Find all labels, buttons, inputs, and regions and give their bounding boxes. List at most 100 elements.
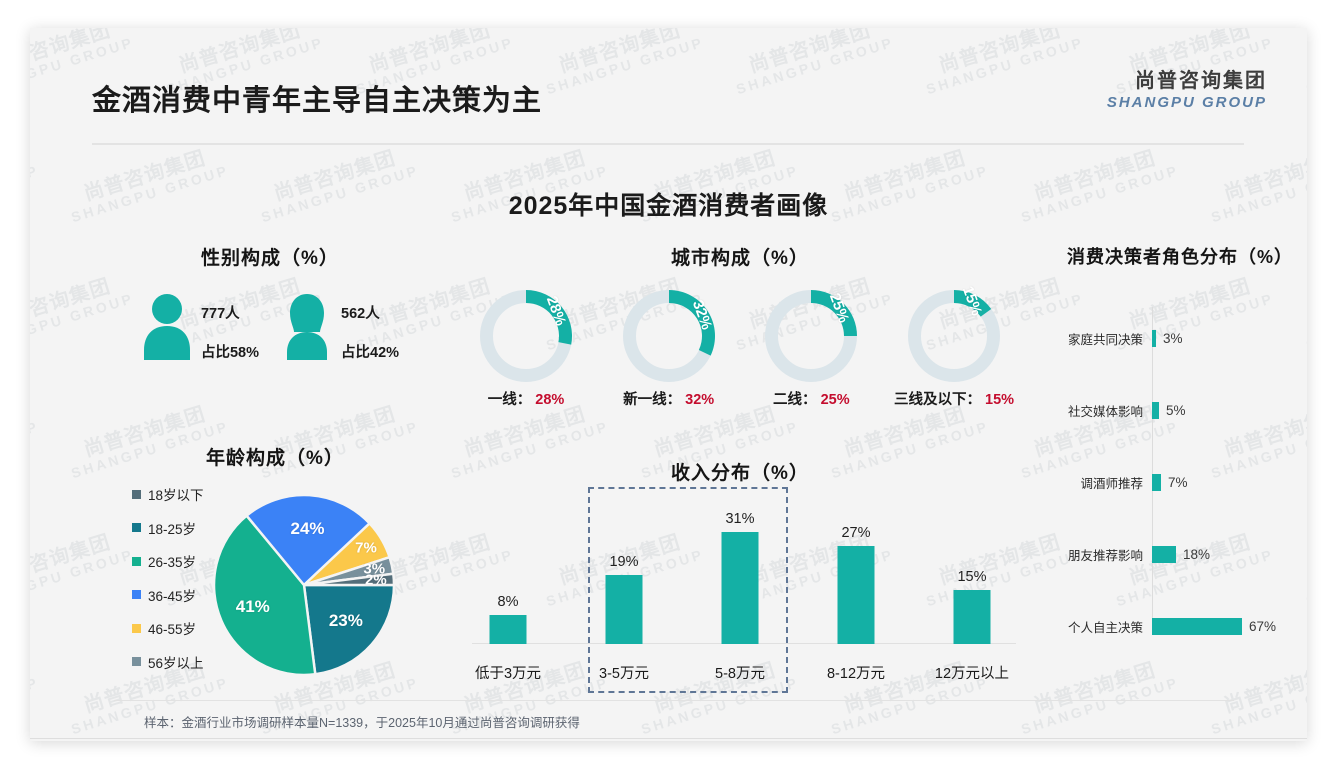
footer-divider	[30, 738, 1307, 739]
legend-label: 36-45岁	[148, 588, 197, 604]
brand-logo: 尚普咨询集团 SHANGPU GROUP	[1107, 64, 1267, 111]
legend-swatch	[132, 590, 141, 599]
donut-caption-value: 32%	[685, 392, 715, 408]
income-bar-value: 31%	[725, 511, 755, 527]
city-section-title: 城市构成（%）	[671, 248, 809, 269]
decision-bar-value: 5%	[1166, 402, 1186, 418]
donut-ring: 25%	[765, 290, 858, 382]
sample-note: 样本：金酒行业市场调研样本量N=1339，于2025年10月通过尚普咨询调研获得	[144, 716, 580, 730]
age-legend-item[interactable]: 56岁以上	[132, 652, 208, 672]
city-donut-item[interactable]: 28% 一线： 28%	[466, 290, 586, 409]
gender-male-text: 777人 占比58%	[201, 292, 259, 362]
income-category-label: 12万元以上	[934, 666, 1010, 682]
income-bar-value: 27%	[841, 525, 871, 541]
income-column[interactable]: 31% 5-8万元	[682, 509, 798, 699]
legend-swatch	[132, 657, 141, 666]
age-pie-slice[interactable]	[303, 571, 396, 586]
income-section: 收入分布（%） 8% 低于3万元 19% 3-5万元 31% 5-8万元 27% 8-12万元…	[450, 458, 1030, 699]
income-bar	[953, 590, 991, 644]
gender-section: 性别构成（%） 777人 占比58%	[100, 243, 440, 362]
age-section-title: 年龄构成（%）	[206, 448, 344, 469]
donut-caption: 二线： 25%	[773, 392, 850, 408]
gender-section-title: 性别构成（%）	[201, 248, 339, 269]
donut-caption: 新一线： 32%	[623, 392, 715, 408]
decision-bar-row[interactable]: 家庭共同决策 3%	[1030, 325, 1307, 351]
income-category-label: 3-5万元	[599, 666, 649, 682]
income-column[interactable]: 27% 8-12万元	[798, 509, 914, 699]
income-columns: 8% 低于3万元 19% 3-5万元 31% 5-8万元 27% 8-12万元 15% 12万元以…	[450, 509, 1030, 699]
age-legend-item[interactable]: 26-35岁	[132, 551, 208, 571]
legend-swatch	[132, 523, 141, 532]
age-pie-label: 23%	[328, 611, 363, 631]
decision-bar-row[interactable]: 社交媒体影响 5%	[1030, 397, 1307, 423]
age-section: 年龄构成（%） 18岁以下 18-25岁 26-35岁 36-45岁 46-55岁 56岁…	[100, 443, 450, 685]
legend-swatch	[132, 489, 141, 499]
legend-label: 56岁以上	[148, 655, 204, 671]
gender-item-male: 777人 占比58%	[141, 292, 259, 362]
income-column[interactable]: 15% 12万元以上	[914, 509, 1030, 699]
donut-ring: 28%	[480, 290, 572, 382]
age-legend-item[interactable]: 46-55岁	[132, 618, 208, 638]
age-legend: 18岁以下 18-25岁 26-35岁 36-45岁 46-55岁 56岁以上	[100, 484, 208, 685]
logo-chinese: 尚普咨询集团	[1135, 70, 1267, 92]
chart-main-title: 2025年中国金酒消费者画像	[508, 192, 829, 220]
legend-label: 46-55岁	[148, 622, 197, 637]
decision-bar-row[interactable]: 朋友推荐影响 18%	[1030, 541, 1307, 567]
income-bar-chart: 8% 低于3万元 19% 3-5万元 31% 5-8万元 27% 8-12万元 15% 12万元以…	[450, 487, 1030, 699]
logo-english: SHANGPU GROUP	[1106, 94, 1267, 111]
decision-bar	[1152, 545, 1176, 563]
donut-caption: 一线： 28%	[487, 392, 565, 408]
decision-bar-chart: 家庭共同决策 3% 社交媒体影响 5% 调酒师推荐 7% 朋友推荐影响 18% 个人自主决策 67…	[1030, 307, 1307, 637]
city-donut-item[interactable]: 25% 二线： 25%	[751, 290, 871, 409]
age-pie-slice[interactable]	[212, 513, 317, 676]
age-pie-slice[interactable]	[302, 583, 396, 676]
city-section: 城市构成（%） 28% 一线： 28% 32% 新一线： 32% 25% 二线： 25% 1…	[450, 243, 1030, 409]
gender-male-count: 777人	[200, 306, 240, 322]
legend-label: 18岁以下	[148, 488, 204, 503]
decision-bar-label: 个人自主决策	[1067, 620, 1143, 635]
city-donut-item[interactable]: 15% 三线及以下： 15%	[894, 284, 1014, 409]
income-category-label: 5-8万元	[715, 666, 765, 682]
age-pie-label: 41%	[235, 596, 270, 616]
slide-header: 金酒消费中青年主导自主决策为主 尚普咨询集团 SHANGPU GROUP	[30, 28, 1307, 118]
decision-bar-value: 18%	[1183, 546, 1211, 562]
legend-label: 18-25岁	[148, 521, 197, 537]
decision-axis-line	[1152, 307, 1153, 625]
decision-bar-label: 调酒师推荐	[1080, 476, 1143, 491]
income-bar	[721, 532, 759, 644]
age-legend-item[interactable]: 36-45岁	[132, 585, 208, 605]
female-silhouette-icon	[287, 294, 327, 360]
city-donut-row: 28% 一线： 28% 32% 新一线： 32% 25% 二线： 25% 15% 三线及以下：…	[450, 284, 1030, 409]
gender-female-count: 562人	[341, 306, 380, 322]
city-donut-item[interactable]: 32% 新一线： 32%	[609, 290, 729, 409]
income-section-title: 收入分布（%）	[671, 463, 809, 484]
decision-bar-row[interactable]: 个人自主决策 67%	[1030, 613, 1307, 639]
income-category-label: 低于3万元	[474, 666, 542, 682]
income-column[interactable]: 19% 3-5万元	[566, 509, 682, 699]
decision-bar	[1152, 401, 1159, 419]
header-divider	[92, 143, 1244, 145]
gender-item-female: 562人 占比42%	[281, 292, 399, 362]
donut-caption-value: 25%	[820, 392, 850, 408]
income-bar-value: 15%	[957, 569, 987, 585]
gender-male-share: 占比58%	[200, 345, 259, 361]
decision-bar	[1152, 473, 1161, 491]
income-bar	[837, 546, 875, 644]
gender-female-share: 占比42%	[341, 345, 400, 361]
income-bar-value: 19%	[609, 554, 639, 570]
age-pie-label: 3%	[363, 560, 386, 578]
page-title: 金酒消费中青年主导自主决策为主	[92, 85, 543, 117]
decision-section-title: 消费决策者角色分布（%）	[1066, 247, 1293, 267]
age-pie-slice[interactable]	[244, 493, 372, 587]
donut-ring: 32%	[622, 290, 715, 382]
legend-swatch	[132, 556, 141, 566]
age-legend-item[interactable]: 18岁以下	[132, 484, 208, 504]
age-legend-item[interactable]: 18-25岁	[132, 518, 208, 538]
income-column[interactable]: 8% 低于3万元	[450, 509, 566, 699]
age-pie-label: 7%	[355, 539, 377, 557]
income-highlight-box	[588, 487, 788, 693]
legend-label: 26-35岁	[148, 555, 197, 570]
decision-bar-row[interactable]: 调酒师推荐 7%	[1030, 469, 1307, 495]
